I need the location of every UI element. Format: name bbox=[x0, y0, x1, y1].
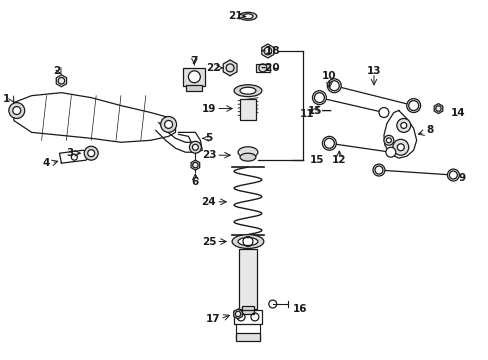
Text: 4: 4 bbox=[42, 158, 49, 168]
Text: 10: 10 bbox=[322, 71, 336, 81]
Circle shape bbox=[87, 150, 95, 157]
Circle shape bbox=[324, 138, 334, 148]
Bar bbox=[234, 310, 262, 324]
Circle shape bbox=[378, 108, 388, 117]
Polygon shape bbox=[191, 160, 199, 170]
Circle shape bbox=[312, 91, 325, 105]
Bar bbox=[186, 85, 202, 91]
Ellipse shape bbox=[238, 147, 257, 158]
Circle shape bbox=[386, 138, 390, 143]
Circle shape bbox=[188, 71, 200, 83]
Circle shape bbox=[322, 136, 336, 150]
Polygon shape bbox=[233, 309, 242, 319]
Circle shape bbox=[372, 164, 384, 176]
Circle shape bbox=[385, 147, 395, 157]
Circle shape bbox=[392, 139, 408, 155]
Circle shape bbox=[328, 81, 339, 91]
Text: 23: 23 bbox=[202, 150, 216, 160]
Ellipse shape bbox=[240, 87, 255, 94]
Bar bbox=[236, 333, 259, 341]
Circle shape bbox=[9, 103, 25, 118]
Bar bbox=[239, 249, 256, 309]
Circle shape bbox=[408, 100, 418, 111]
Bar bbox=[242, 306, 253, 314]
Text: 3: 3 bbox=[66, 148, 73, 158]
Text: 24: 24 bbox=[201, 197, 216, 207]
Circle shape bbox=[400, 122, 406, 129]
Text: 1: 1 bbox=[3, 94, 10, 104]
Circle shape bbox=[374, 166, 382, 174]
Text: 25: 25 bbox=[202, 237, 216, 247]
Ellipse shape bbox=[239, 12, 256, 20]
Circle shape bbox=[396, 144, 404, 151]
Text: 17: 17 bbox=[205, 314, 220, 324]
Circle shape bbox=[326, 79, 341, 93]
Text: 19: 19 bbox=[202, 104, 216, 113]
Circle shape bbox=[447, 169, 458, 181]
Ellipse shape bbox=[232, 235, 264, 248]
Text: 2: 2 bbox=[53, 66, 60, 76]
Text: 15—: 15— bbox=[307, 105, 331, 116]
Text: 15: 15 bbox=[309, 155, 324, 165]
Circle shape bbox=[192, 144, 198, 150]
Circle shape bbox=[406, 99, 420, 113]
Text: 16: 16 bbox=[292, 304, 306, 314]
Text: 8: 8 bbox=[426, 125, 433, 135]
Text: 13: 13 bbox=[366, 66, 381, 76]
Circle shape bbox=[314, 93, 324, 103]
Text: 9: 9 bbox=[457, 173, 465, 183]
Circle shape bbox=[383, 135, 393, 145]
Polygon shape bbox=[223, 60, 237, 76]
Ellipse shape bbox=[243, 14, 252, 19]
Ellipse shape bbox=[238, 238, 257, 246]
Text: 22: 22 bbox=[205, 63, 220, 73]
Circle shape bbox=[448, 171, 456, 179]
Text: 11: 11 bbox=[299, 108, 314, 118]
Text: 5: 5 bbox=[205, 133, 212, 143]
Ellipse shape bbox=[234, 85, 262, 96]
Circle shape bbox=[13, 107, 20, 114]
Polygon shape bbox=[261, 44, 273, 58]
Text: 14: 14 bbox=[449, 108, 464, 117]
Bar bbox=[255, 64, 269, 72]
Circle shape bbox=[396, 118, 410, 132]
Text: 7: 7 bbox=[190, 56, 198, 66]
Bar bbox=[183, 68, 205, 86]
Ellipse shape bbox=[240, 153, 255, 161]
Circle shape bbox=[84, 146, 98, 160]
Bar bbox=[240, 99, 255, 121]
Circle shape bbox=[189, 141, 201, 153]
Text: 6: 6 bbox=[191, 177, 199, 187]
Circle shape bbox=[161, 117, 176, 132]
Text: 12: 12 bbox=[331, 155, 346, 165]
Polygon shape bbox=[56, 75, 66, 87]
Text: –20: –20 bbox=[260, 63, 279, 73]
Text: –18: –18 bbox=[260, 46, 279, 56]
Text: 21: 21 bbox=[228, 11, 243, 21]
Polygon shape bbox=[433, 104, 442, 113]
Circle shape bbox=[164, 121, 172, 129]
